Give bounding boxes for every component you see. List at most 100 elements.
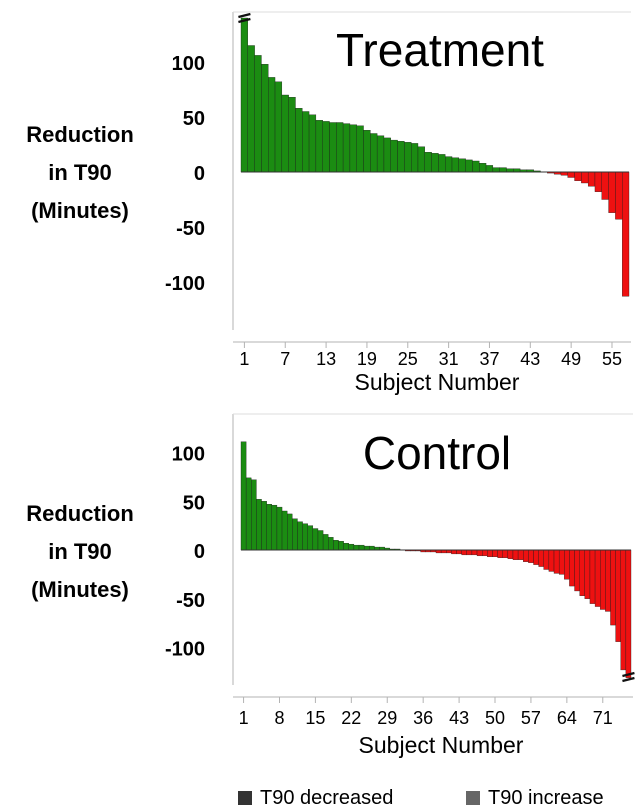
- y-tick-label: 0: [194, 163, 205, 185]
- legend-label: T90 decreased: [260, 786, 394, 809]
- bar: [322, 121, 330, 173]
- bar: [376, 135, 385, 173]
- x-tick-label: 19: [357, 349, 377, 369]
- bar: [492, 549, 498, 558]
- bar: [581, 171, 589, 184]
- y-tick-label: 50: [183, 492, 205, 514]
- bar: [356, 125, 364, 173]
- bar: [322, 534, 329, 551]
- bar: [564, 549, 570, 580]
- bar: [349, 124, 357, 173]
- x-tick-label: 15: [305, 708, 325, 728]
- bar: [507, 549, 514, 559]
- bar: [297, 521, 303, 551]
- bar: [261, 501, 267, 551]
- y-tick-label: -50: [176, 590, 205, 612]
- bar: [287, 513, 293, 551]
- y-axis-label-line: Reduction: [26, 501, 134, 526]
- bar: [465, 159, 473, 173]
- bar: [302, 523, 308, 551]
- bar: [308, 114, 317, 173]
- bar: [338, 541, 344, 551]
- bar: [348, 543, 355, 551]
- bar: [600, 549, 606, 610]
- x-tick-label: 1: [239, 349, 249, 369]
- x-tick-label: 55: [602, 349, 622, 369]
- bar: [247, 45, 255, 173]
- y-tick-label: -100: [165, 639, 205, 661]
- bar: [383, 137, 391, 173]
- bar: [261, 64, 269, 173]
- bar: [538, 549, 544, 567]
- treatment-chart: Treatment 100 50 0 -50 -100 1 7 13 19 25 31 37 43 49…: [165, 11, 631, 395]
- bar: [487, 549, 493, 558]
- x-tick-label: 37: [479, 349, 499, 369]
- bar: [268, 77, 276, 173]
- bar: [254, 55, 262, 173]
- bar: [523, 549, 529, 562]
- bar: [512, 549, 519, 560]
- y-axis-label-line: (Minutes): [31, 577, 129, 602]
- bar: [363, 545, 370, 551]
- bar: [479, 163, 487, 173]
- bars: [240, 17, 630, 297]
- bar: [342, 123, 351, 173]
- y-tick-label: 100: [172, 444, 205, 466]
- x-tick-labels: 1 8 15 22 29 36 43 50 57 64 71: [239, 697, 613, 728]
- bar: [281, 94, 289, 173]
- bar: [390, 139, 398, 173]
- bar: [417, 146, 425, 173]
- legend-swatch: [466, 791, 480, 805]
- bar: [276, 506, 283, 551]
- bar: [336, 122, 344, 173]
- x-tick-label: 29: [377, 708, 397, 728]
- x-tick-label: 43: [520, 349, 540, 369]
- bar: [343, 542, 349, 551]
- bar: [485, 165, 494, 173]
- y-axis-label: Reduction in T90 (Minutes): [0, 116, 160, 230]
- bar: [245, 477, 252, 551]
- bar: [543, 549, 550, 570]
- bar: [502, 549, 509, 558]
- bar: [461, 549, 467, 556]
- bar: [445, 156, 453, 173]
- bar: [589, 549, 596, 604]
- bar: [353, 544, 360, 551]
- bar: [370, 133, 378, 173]
- axes: [232, 11, 631, 343]
- bar: [411, 143, 419, 173]
- bar: [528, 549, 534, 563]
- x-tick-label: 49: [561, 349, 581, 369]
- legend-label: T90 increase: [488, 786, 604, 809]
- bar: [397, 141, 405, 173]
- x-tick-label: 7: [280, 349, 290, 369]
- bar: [451, 157, 460, 173]
- x-axis-label: Subject Number: [359, 732, 524, 758]
- bar: [274, 81, 283, 173]
- bar: [471, 549, 478, 556]
- bar: [574, 549, 580, 592]
- bar: [328, 537, 334, 551]
- bar: [281, 510, 288, 551]
- bar: [533, 549, 539, 565]
- x-tick-label: 50: [485, 708, 505, 728]
- axis-break-marker: [238, 12, 251, 24]
- bar: [594, 171, 602, 192]
- bar: [312, 528, 319, 551]
- bar: [567, 171, 575, 178]
- bar: [601, 171, 609, 200]
- x-axis-label: Subject Number: [355, 369, 520, 395]
- bar: [472, 160, 480, 173]
- bar: [288, 97, 296, 173]
- bar: [558, 549, 565, 575]
- y-axis-label-line: Reduction: [26, 122, 134, 147]
- y-axis-label-line: in T90: [48, 539, 112, 564]
- x-tick-label: 43: [449, 708, 469, 728]
- x-tick-label: 13: [316, 349, 336, 369]
- bar: [625, 549, 632, 678]
- bar: [584, 549, 591, 599]
- bar: [569, 549, 575, 587]
- x-tick-labels: 1 7 13 19 25 31 37 43 49 55: [239, 342, 622, 369]
- bar: [363, 130, 371, 173]
